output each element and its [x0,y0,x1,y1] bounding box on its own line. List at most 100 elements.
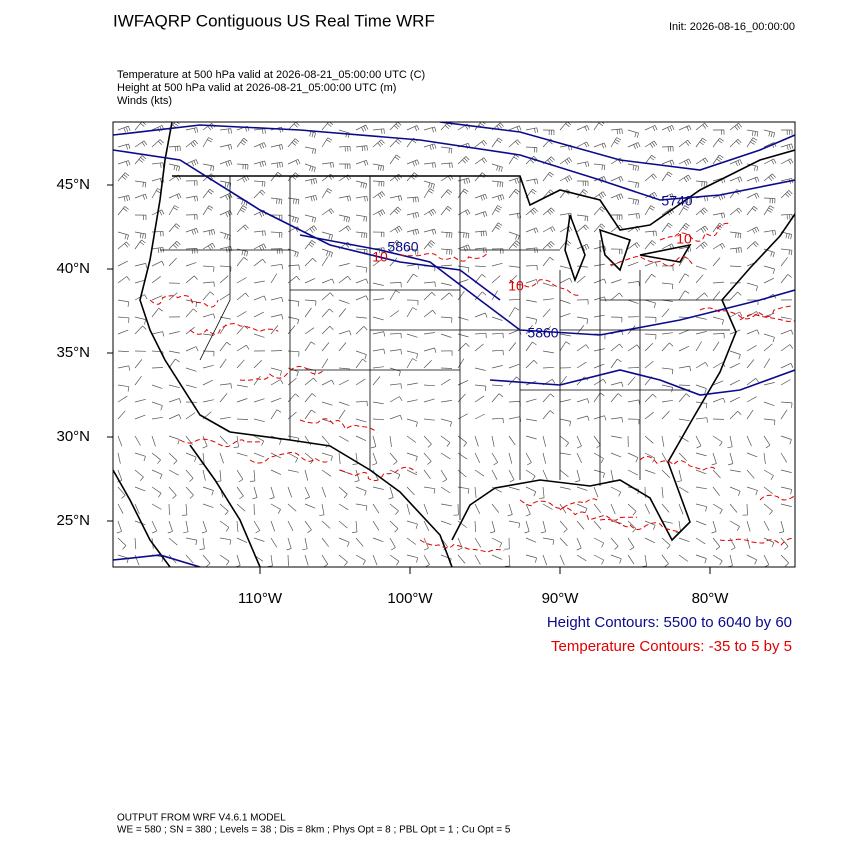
wind-barb [457,520,468,528]
wind-barb [695,452,707,457]
wind-barb [627,142,641,150]
wind-barb [593,363,605,369]
wind-barb [253,280,265,284]
wind-barb [490,520,496,534]
wind-barb [389,257,398,267]
wind-barb [355,418,367,423]
wind-barb [219,144,233,150]
wind-barb [746,137,758,148]
wind-barb [304,307,312,318]
wind-barb [525,279,539,285]
wind-barb [270,379,284,386]
wind-barb [593,452,604,463]
lat-label: 35°N [56,344,90,361]
wind-barb [202,503,214,508]
wind-barb [304,393,317,403]
wind-barb [134,503,140,515]
wind-barb [287,325,296,335]
wind-barb [729,207,742,216]
wind-barb [168,193,182,200]
wind-barb [440,469,448,483]
wind-barb [185,127,199,133]
wind-barb [117,241,130,250]
wind-barb [287,520,294,531]
wind-barb [406,350,419,359]
wind-barb [236,137,248,148]
wind-barb [678,486,689,493]
lon-label: 110°W [238,590,283,607]
wind-barb [491,122,504,131]
wind-barb [610,176,624,183]
wind-barb [610,435,622,439]
wind-barb [593,554,605,565]
wind-barb [151,260,165,267]
wind-barb [508,342,517,352]
wind-barb [185,214,198,220]
wind-barb [763,435,771,449]
wind-barb [134,155,147,165]
wind-barb [525,469,536,481]
wind-barb [593,486,599,498]
wind-barb [151,209,165,216]
wind-barb [763,401,775,407]
wind-barb [763,382,775,386]
wind-barb [661,208,674,216]
wind-barb [661,282,674,290]
wind-barb [253,520,261,534]
wind-barb [593,503,602,513]
wind-barb [423,486,436,494]
wind-barb [576,452,582,464]
wind-barb [576,554,587,562]
wind-barb [321,231,333,240]
wind-barb [491,316,503,321]
wind-barb [780,248,793,256]
wind-barb [236,486,244,500]
wind-barb [610,393,623,403]
wind-barb [304,194,318,202]
wind-barb [168,205,179,216]
height-contour [113,149,501,301]
wind-barb [559,333,571,337]
wind-barb [219,554,230,566]
wind-barb [474,395,485,403]
wind-barb [236,537,248,543]
wind-barb [236,359,245,369]
wind-barb [338,275,352,284]
wind-barb [729,247,742,254]
wind-barb [610,137,622,148]
wind-barb [508,188,520,199]
title: IWFAQRP Contiguous US Real Time WRF [113,11,435,30]
wind-barb [406,333,418,338]
wind-barb [457,452,468,460]
wind-barb [627,367,640,369]
wind-barb [542,435,547,447]
wind-barb [575,469,581,483]
wind-barb [287,486,293,498]
wind-barb [593,296,607,302]
wind-barb [763,248,775,258]
wind-barb [338,554,348,567]
wind-barb [763,486,773,494]
wind-barb [253,180,266,187]
wind-barb [355,400,368,407]
wind-barb [372,247,385,254]
wind-barb [406,299,419,306]
wind-barb [185,486,194,499]
wind-barb [440,264,453,267]
wind-barb [661,410,670,420]
wind-barb [678,174,692,183]
wind-barb [780,158,794,165]
wind-barb [746,537,751,549]
temperature-contour [509,279,581,296]
wind-barb [729,138,742,148]
wind-barb [219,452,224,464]
wind-barb [389,138,402,148]
wind-barb [338,145,351,152]
temperature-contour [249,451,330,464]
wind-barb [389,383,402,389]
wind-barb [763,343,773,352]
wind-barb [763,277,775,284]
wind-barb [321,188,333,199]
wind-barb [593,263,605,267]
wind-barb [525,486,537,497]
